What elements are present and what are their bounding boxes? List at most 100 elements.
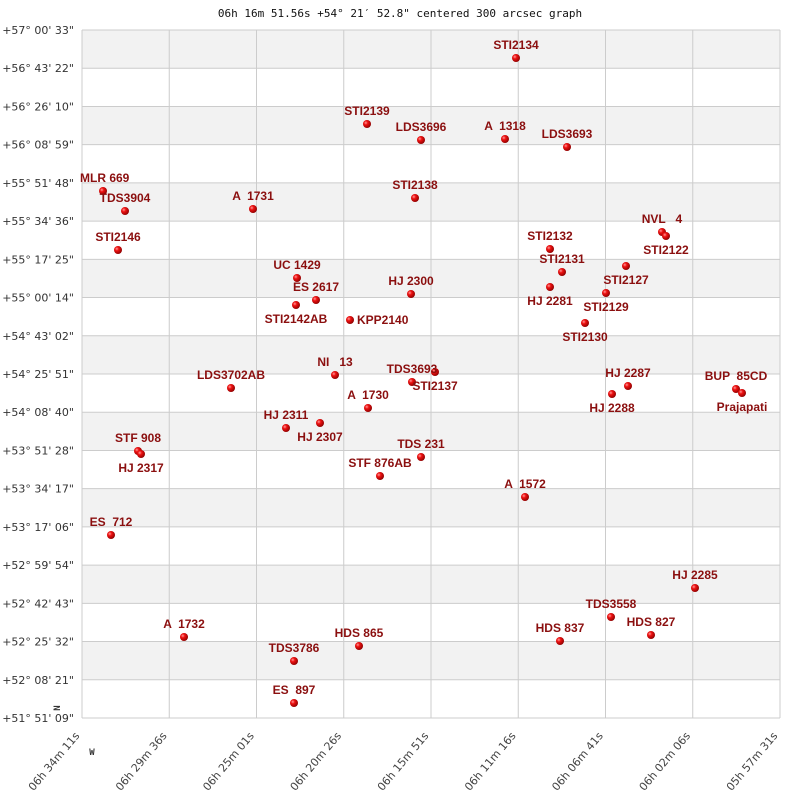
star-label: STI2134 xyxy=(493,38,539,52)
x-tick-label: 06h 11m 16s xyxy=(462,729,519,793)
star-dot[interactable] xyxy=(417,136,426,145)
x-tick-label: 06h 06m 41s xyxy=(549,729,606,793)
star-dot[interactable] xyxy=(312,295,321,304)
star-dot[interactable] xyxy=(346,315,355,324)
star-label: MLR 669 xyxy=(80,171,130,185)
star-label: A 1730 xyxy=(347,388,389,402)
y-tick-label: +52° 42' 43" xyxy=(2,597,74,610)
star-dot[interactable] xyxy=(408,377,417,386)
star-dot[interactable] xyxy=(738,389,747,398)
star-label: STI2146 xyxy=(95,230,141,244)
y-axis-tick-labels: +57° 00' 33" +56° 43' 22" +56° 26' 10" +56°… xyxy=(2,24,74,725)
star-label: HJ 2281 xyxy=(527,294,573,308)
star-dot[interactable] xyxy=(512,54,521,63)
star-dot[interactable] xyxy=(137,450,146,459)
star-dot[interactable] xyxy=(293,273,302,282)
star-label: STI2129 xyxy=(583,300,629,314)
star-dot[interactable] xyxy=(545,245,554,254)
star-label: STI2127 xyxy=(603,273,649,287)
star-label: UC 1429 xyxy=(273,258,321,272)
star-label: LDS3702AB xyxy=(197,368,265,382)
star-dot[interactable] xyxy=(521,493,530,502)
y-tick-label: +55° 17' 25" xyxy=(2,253,74,266)
x-tick-label: 05h 57m 31s xyxy=(724,729,781,793)
star-label: STI2139 xyxy=(344,104,390,118)
y-tick-label: +54° 43' 02" xyxy=(2,330,74,343)
star-dot[interactable] xyxy=(315,418,324,427)
star-label: TDS3693 xyxy=(387,362,438,376)
star-dot[interactable] xyxy=(179,633,188,642)
star-label: LDS3696 xyxy=(396,120,447,134)
star-dot[interactable] xyxy=(622,262,631,271)
star-label: HDS 827 xyxy=(627,615,676,629)
star-label: STI2142AB xyxy=(265,312,328,326)
star-dot[interactable] xyxy=(282,423,291,432)
star-dot[interactable] xyxy=(558,268,567,277)
star-label: Prajapati xyxy=(717,400,768,414)
x-tick-label: 06h 20m 26s xyxy=(288,729,345,793)
star-label: NVL 4 xyxy=(642,212,683,226)
star-dot[interactable] xyxy=(290,657,299,666)
y-tick-label: +55° 51' 48" xyxy=(2,177,74,190)
y-tick-label: +56° 43' 22" xyxy=(2,62,74,75)
star-label: HJ 2307 xyxy=(297,430,343,444)
y-tick-label: +54° 08' 40" xyxy=(2,406,74,419)
star-dot[interactable] xyxy=(690,584,699,593)
star-dot[interactable] xyxy=(362,120,371,129)
star-label: NI 13 xyxy=(317,355,353,369)
star-dot[interactable] xyxy=(545,283,554,292)
star-dot[interactable] xyxy=(732,385,741,394)
star-dot[interactable] xyxy=(364,403,373,412)
x-tick-label: 06h 25m 01s xyxy=(200,729,257,793)
star-dot[interactable] xyxy=(375,472,384,481)
star-label: STI2132 xyxy=(527,229,573,243)
star-dot[interactable] xyxy=(411,193,420,202)
star-dot[interactable] xyxy=(500,134,509,143)
star-dot[interactable] xyxy=(563,143,572,152)
star-dot[interactable] xyxy=(417,453,426,462)
star-dot[interactable] xyxy=(581,318,590,327)
star-dot[interactable] xyxy=(121,207,130,216)
star-labels: STI2134 STI2139 LDS3696 A 1318 LDS3693 MLR 66… xyxy=(80,38,768,697)
star-dot[interactable] xyxy=(623,381,632,390)
star-dot[interactable] xyxy=(355,642,364,651)
star-label: HJ 2285 xyxy=(672,568,718,582)
star-label: KPP2140 xyxy=(357,313,409,327)
star-label: HJ 2287 xyxy=(605,366,651,380)
y-tick-label: +53° 34' 17" xyxy=(2,483,74,496)
star-dot[interactable] xyxy=(431,368,440,377)
star-dot[interactable] xyxy=(407,290,416,299)
star-dot[interactable] xyxy=(107,531,116,540)
star-dot[interactable] xyxy=(602,289,611,298)
star-label: TDS3904 xyxy=(100,191,151,205)
x-tick-label: 06h 02m 06s xyxy=(637,729,694,793)
star-label: A 1318 xyxy=(484,119,526,133)
star-label: HJ 2311 xyxy=(264,408,309,422)
star-label: ES 2617 xyxy=(293,280,339,294)
star-label: STI2130 xyxy=(562,330,608,344)
star-dot[interactable] xyxy=(556,637,565,646)
star-dot[interactable] xyxy=(331,371,340,380)
y-tick-label: +53° 51' 28" xyxy=(2,444,74,457)
north-indicator: N xyxy=(53,705,63,710)
star-dot[interactable] xyxy=(248,205,257,214)
star-label: STI2138 xyxy=(392,178,438,192)
star-dot[interactable] xyxy=(647,630,656,639)
x-tick-label: 06h 15m 51s xyxy=(375,729,432,793)
y-tick-label: +52° 08' 21" xyxy=(2,674,74,687)
star-dot[interactable] xyxy=(226,384,235,393)
star-label: STF 908 xyxy=(115,431,161,445)
star-points xyxy=(99,54,747,708)
y-tick-label: +52° 25' 32" xyxy=(2,636,74,649)
star-dot[interactable] xyxy=(99,187,108,196)
star-dot[interactable] xyxy=(608,390,617,399)
star-dot[interactable] xyxy=(607,613,616,622)
y-tick-label: +56° 08' 59" xyxy=(2,139,74,152)
y-tick-label: +51° 51' 09" xyxy=(2,712,74,725)
star-dot[interactable] xyxy=(114,246,123,255)
star-dot[interactable] xyxy=(290,699,299,708)
star-label: HDS 865 xyxy=(335,626,384,640)
star-dot[interactable] xyxy=(661,231,670,240)
star-dot[interactable] xyxy=(292,301,301,310)
